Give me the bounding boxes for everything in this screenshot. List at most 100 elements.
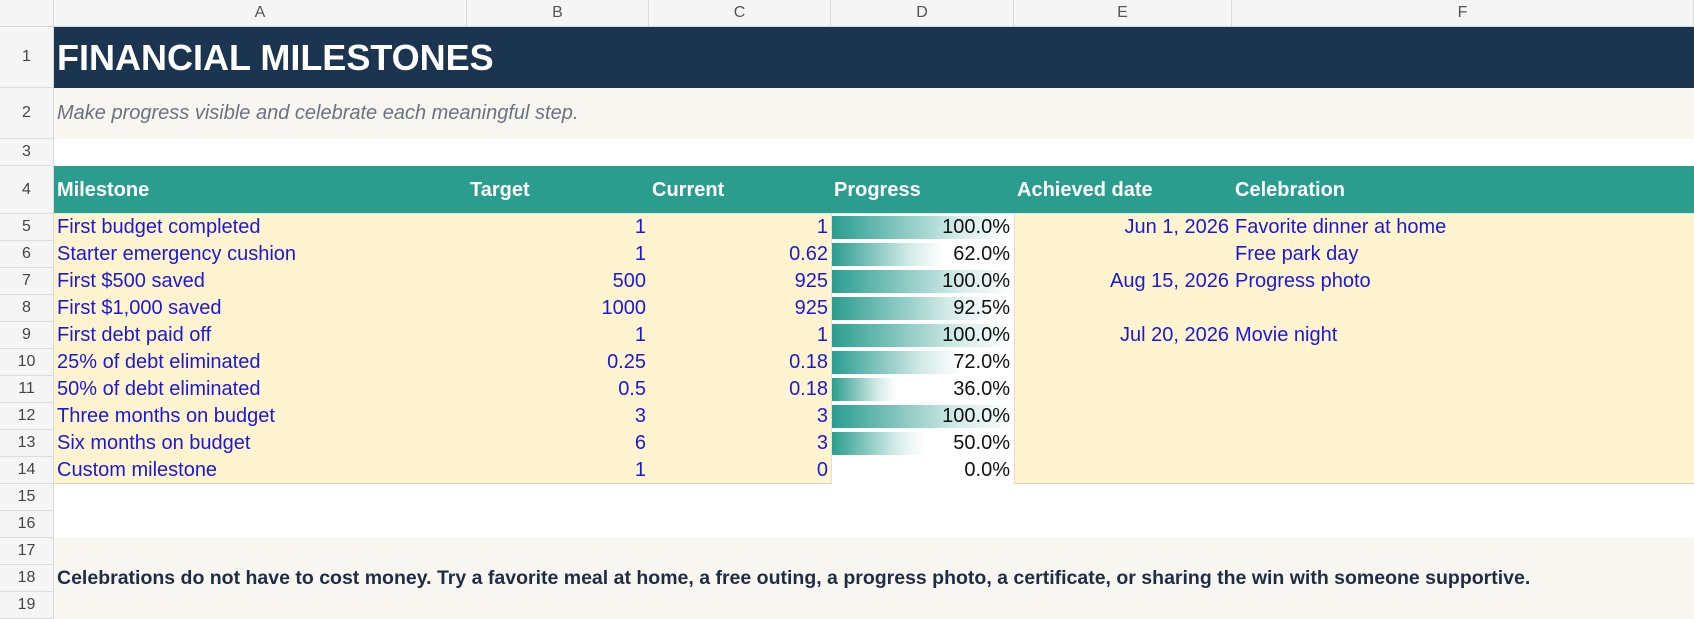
row-header-3[interactable]: 3 xyxy=(0,139,54,166)
row-header-7[interactable]: 7 xyxy=(0,268,54,295)
row-header-9[interactable]: 9 xyxy=(0,322,54,349)
milestone-cell[interactable]: Six months on budget xyxy=(57,432,251,454)
column-header-e[interactable]: E xyxy=(1014,0,1232,27)
celebration-cell[interactable]: Movie night xyxy=(1235,324,1338,346)
progress-cell[interactable]: 100.0% xyxy=(942,324,1010,346)
current-cell[interactable]: 0.18 xyxy=(789,351,828,373)
achieved-date-cell[interactable]: Jul 20, 2026 xyxy=(1120,324,1229,346)
target-cell[interactable]: 1000 xyxy=(601,297,647,319)
milestone-cell[interactable]: Three months on budget xyxy=(57,405,275,427)
milestone-cell[interactable]: First $1,000 saved xyxy=(57,297,222,319)
row-header-2[interactable]: 2 xyxy=(0,88,54,139)
progress-cell[interactable]: 72.0% xyxy=(953,351,1010,373)
header-achieved-date[interactable]: Achieved date xyxy=(1017,178,1153,201)
target-cell[interactable]: 3 xyxy=(634,405,646,427)
progress-cell[interactable]: 100.0% xyxy=(942,405,1010,427)
row-header-11[interactable]: 11 xyxy=(0,376,54,403)
sheet-title[interactable]: FINANCIAL MILESTONES xyxy=(57,36,494,78)
achieved-date-cell[interactable] xyxy=(1014,403,1232,430)
progress-bar xyxy=(832,243,944,266)
column-header-a[interactable]: A xyxy=(54,0,467,27)
current-cell[interactable]: 3 xyxy=(816,405,828,427)
achieved-date-cell[interactable] xyxy=(1014,457,1232,484)
celebration-cell[interactable]: Progress photo xyxy=(1235,270,1371,292)
progress-cell[interactable]: 50.0% xyxy=(953,432,1010,454)
target-cell[interactable]: 1 xyxy=(634,459,646,481)
milestone-cell[interactable]: Custom milestone xyxy=(57,459,218,481)
target-cell[interactable]: 0.25 xyxy=(607,351,646,373)
row-header-14[interactable]: 14 xyxy=(0,457,54,484)
celebration-note[interactable]: Celebrations do not have to cost money. … xyxy=(57,567,1531,589)
target-cell[interactable]: 6 xyxy=(634,432,646,454)
column-header-c[interactable]: C xyxy=(649,0,831,27)
row-header-16[interactable]: 16 xyxy=(0,511,54,538)
header-milestone[interactable]: Milestone xyxy=(57,178,150,201)
subtitle-band xyxy=(54,88,1694,139)
achieved-date-cell[interactable] xyxy=(1014,295,1232,322)
milestone-cell[interactable]: 50% of debt eliminated xyxy=(57,378,261,400)
target-cell[interactable]: 500 xyxy=(612,270,646,292)
row-header-13[interactable]: 13 xyxy=(0,430,54,457)
current-cell[interactable]: 0.18 xyxy=(789,378,828,400)
row-header-17[interactable]: 17 xyxy=(0,538,54,565)
milestone-cell[interactable]: First debt paid off xyxy=(57,324,212,346)
milestone-cell[interactable]: First budget completed xyxy=(57,216,261,238)
achieved-date-cell[interactable] xyxy=(1014,241,1232,268)
progress-cell[interactable]: 36.0% xyxy=(953,378,1010,400)
current-cell[interactable]: 0 xyxy=(816,459,828,481)
progress-cell[interactable]: 0.0% xyxy=(964,459,1010,481)
achieved-date-cell[interactable] xyxy=(1014,349,1232,376)
milestone-cell[interactable]: 25% of debt eliminated xyxy=(57,351,261,373)
achieved-date-cell[interactable]: Aug 15, 2026 xyxy=(1110,270,1229,292)
row-header-4[interactable]: 4 xyxy=(0,166,54,214)
celebration-cell[interactable]: Free park day xyxy=(1235,243,1359,265)
target-cell[interactable]: 1 xyxy=(634,216,646,238)
achieved-date-cell[interactable] xyxy=(1014,376,1232,403)
celebration-cell[interactable]: Favorite dinner at home xyxy=(1235,216,1447,238)
sheet-subtitle[interactable]: Make progress visible and celebrate each… xyxy=(57,102,579,124)
progress-bar xyxy=(832,297,999,320)
header-target[interactable]: Target xyxy=(470,178,530,201)
progress-cell[interactable]: 92.5% xyxy=(953,297,1010,319)
achieved-date-cell[interactable]: Jun 1, 2026 xyxy=(1124,216,1229,238)
milestone-cell[interactable]: Starter emergency cushion xyxy=(57,243,297,265)
row-header-12[interactable]: 12 xyxy=(0,403,54,430)
progress-cell[interactable]: 100.0% xyxy=(942,216,1010,238)
progress-cell[interactable]: 62.0% xyxy=(953,243,1010,265)
row-header-19[interactable]: 19 xyxy=(0,592,54,619)
column-header-f[interactable]: F xyxy=(1232,0,1694,27)
row-header-10[interactable]: 10 xyxy=(0,349,54,376)
row-header-15[interactable]: 15 xyxy=(0,484,54,511)
row-header-6[interactable]: 6 xyxy=(0,241,54,268)
select-all-corner[interactable] xyxy=(0,0,54,27)
title-band xyxy=(54,27,1694,88)
current-cell[interactable]: 0.62 xyxy=(789,243,828,265)
target-cell[interactable]: 1 xyxy=(634,324,646,346)
row-header-8[interactable]: 8 xyxy=(0,295,54,322)
progress-bar xyxy=(832,270,1013,293)
target-cell[interactable]: 0.5 xyxy=(618,378,646,400)
row-header-18[interactable]: 18 xyxy=(0,565,54,592)
progress-bar xyxy=(832,324,1013,347)
column-header-d[interactable]: D xyxy=(831,0,1014,27)
progress-bar xyxy=(832,351,962,374)
milestone-cell[interactable]: First $500 saved xyxy=(57,270,205,292)
progress-bar xyxy=(832,432,923,455)
header-celebration[interactable]: Celebration xyxy=(1235,178,1346,201)
progress-bar xyxy=(832,216,1013,239)
current-cell[interactable]: 1 xyxy=(816,216,828,238)
header-progress[interactable]: Progress xyxy=(834,178,921,201)
progress-bar xyxy=(832,378,897,401)
row-header-5[interactable]: 5 xyxy=(0,214,54,241)
header-current[interactable]: Current xyxy=(652,178,725,201)
target-cell[interactable]: 1 xyxy=(634,243,646,265)
current-cell[interactable]: 925 xyxy=(794,297,828,319)
current-cell[interactable]: 1 xyxy=(816,324,828,346)
current-cell[interactable]: 3 xyxy=(816,432,828,454)
progress-cell[interactable]: 100.0% xyxy=(942,270,1010,292)
row-header-1[interactable]: 1 xyxy=(0,27,54,88)
current-cell[interactable]: 925 xyxy=(794,270,828,292)
column-header-b[interactable]: B xyxy=(467,0,649,27)
header-band xyxy=(54,166,1694,214)
achieved-date-cell[interactable] xyxy=(1014,430,1232,457)
